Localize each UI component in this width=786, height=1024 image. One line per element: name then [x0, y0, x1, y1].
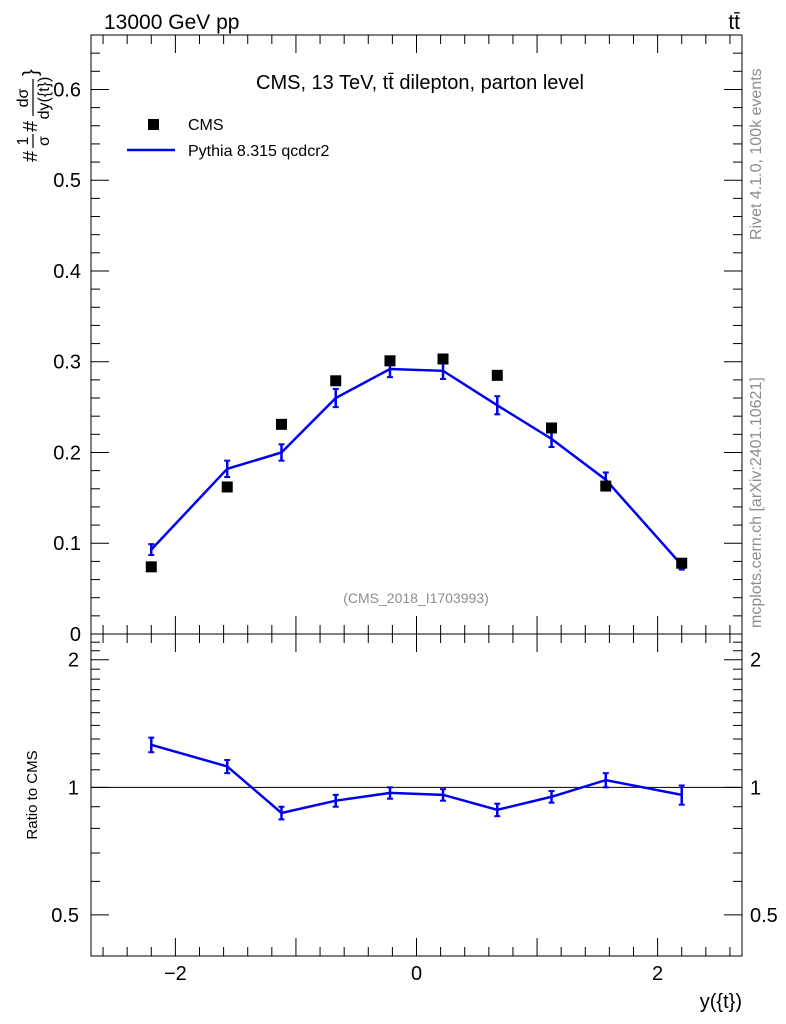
pythia-line [150, 367, 683, 566]
cms-point [275, 418, 287, 430]
cms-point [600, 480, 612, 492]
process-label: tt̄ [728, 11, 740, 34]
cms-point [330, 375, 342, 387]
x-tick-label: 2 [652, 963, 663, 985]
ratio-series [148, 736, 685, 821]
cms-series [145, 353, 688, 573]
ylabel-deriv-num: dσ [15, 88, 32, 107]
main-panel: 0 0.1 0.2 0.3 0.4 0.5 0.6 CMS, 13 TeV, tt̄ dil… [15, 34, 743, 646]
cms-point [437, 353, 449, 365]
y-tick-label: 0.1 [53, 533, 81, 555]
main-ticks [91, 34, 742, 635]
x-tick-label: −2 [164, 963, 187, 985]
y-tick-label: 0 [70, 624, 81, 646]
main-y-tick-labels: 0 0.1 0.2 0.3 0.4 0.5 0.6 [53, 79, 81, 646]
ratio-line [150, 743, 682, 815]
cms-point [384, 355, 396, 367]
pythia-series [148, 359, 685, 571]
plot-title: CMS, 13 TeV, tt̄ dilepton, parton level [256, 72, 584, 94]
ylabel-mid: # [20, 120, 42, 132]
cms-point [546, 422, 558, 434]
y-axis-label: # 1 σ # dσ dy({t}) } [15, 69, 53, 162]
ylabel-suffix: } [20, 69, 42, 76]
ylabel-frac-num: 1 [15, 136, 32, 145]
legend-pythia-label: Pythia 8.315 qcdcr2 [188, 143, 330, 160]
ylabel-deriv-den: dy({t}) [36, 77, 53, 120]
ratio-y-tick-labels: 0.5 1 2 [51, 650, 79, 927]
ratio-y-tick-labels-right: 0.5 1 2 [750, 650, 778, 927]
analysis-id: (CMS_2018_I1703993) [343, 590, 489, 606]
ratio-y-tick-label-right: 1 [750, 777, 761, 799]
y-tick-label: 0.5 [53, 170, 81, 192]
energy-label: 13000 GeV pp [104, 11, 239, 34]
ratio-y-axis-label: Ratio to CMS [24, 750, 41, 839]
cms-point [145, 561, 157, 573]
y-tick-label: 0.4 [53, 261, 81, 283]
ratio-y-tick-label-right: 2 [750, 650, 761, 672]
legend: CMS Pythia 8.315 qcdcr2 [127, 117, 330, 160]
legend-cms-marker [148, 119, 159, 130]
mcplots-label: mcplots.cern.ch [arXiv:2401.10621] [748, 377, 765, 628]
ylabel-frac-den: σ [36, 136, 53, 146]
y-tick-label: 0.3 [53, 352, 81, 374]
ratio-y-tick-label: 2 [68, 650, 79, 672]
rivet-label: Rivet 4.1.0, 100k events [748, 68, 765, 240]
cms-point [491, 369, 503, 381]
cms-point [221, 481, 233, 493]
x-axis-label: y({t}) [700, 991, 742, 1013]
ratio-y-tick-label: 0.5 [51, 905, 79, 927]
ylabel-prefix: # [20, 150, 42, 162]
y-tick-label: 0.2 [53, 442, 81, 464]
ratio-y-tick-label: 1 [68, 777, 79, 799]
x-tick-labels: −2 0 2 [164, 963, 663, 985]
x-tick-label: 0 [411, 963, 422, 985]
ratio-panel: 0.5 1 2 0.5 1 2 Ratio to CMS −2 0 2 y({t}) [24, 633, 778, 1013]
y-tick-label: 0.6 [53, 79, 81, 101]
ratio-y-tick-label-right: 0.5 [750, 905, 778, 927]
cms-point [676, 557, 688, 569]
ratio-ticks [91, 634, 742, 956]
legend-cms-label: CMS [188, 117, 224, 134]
